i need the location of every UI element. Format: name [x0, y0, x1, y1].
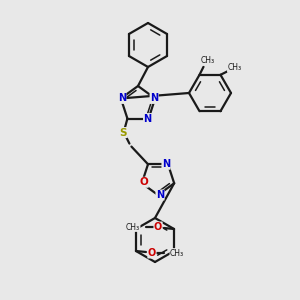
Text: CH₃: CH₃: [200, 56, 214, 65]
Text: N: N: [150, 93, 158, 103]
Text: O: O: [148, 248, 156, 258]
Text: CH₃: CH₃: [170, 248, 184, 257]
Text: O: O: [154, 222, 162, 232]
Text: O: O: [140, 177, 148, 187]
Text: N: N: [143, 114, 152, 124]
Text: CH₃: CH₃: [227, 63, 242, 72]
Text: N: N: [162, 159, 170, 169]
Text: CH₃: CH₃: [126, 223, 140, 232]
Text: N: N: [156, 190, 164, 200]
Text: S: S: [120, 128, 127, 138]
Text: N: N: [118, 93, 126, 103]
